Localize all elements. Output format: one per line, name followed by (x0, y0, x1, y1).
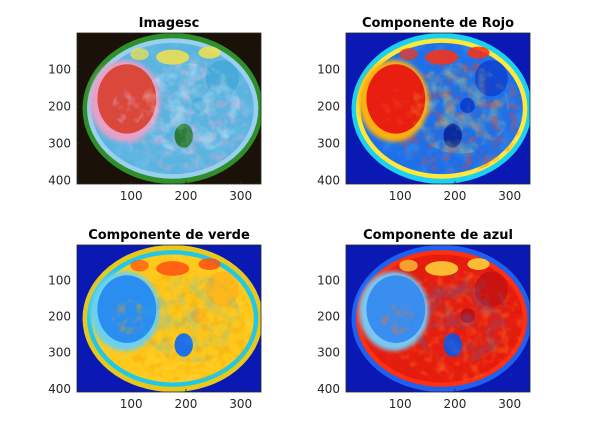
x-tick-label: 200 (444, 397, 467, 411)
image-2 (346, 33, 530, 184)
y-tick-label: 300 (48, 137, 71, 151)
y-tick-label: 400 (317, 174, 340, 188)
y-tick-label: 300 (317, 346, 340, 360)
y-tick-label: 200 (317, 100, 340, 114)
x-tick-label: 100 (389, 397, 412, 411)
image-3 (77, 245, 261, 392)
x-tick-label: 200 (175, 189, 198, 203)
axes-frame (345, 32, 531, 185)
y-tick-label: 100 (48, 63, 71, 77)
y-tick-label: 300 (48, 346, 71, 360)
image-1 (77, 33, 261, 184)
subplot-3: 100 200 300 100 200 300 400 Componente de verde (48, 228, 262, 411)
y-tick-label: 400 (317, 382, 340, 396)
axes-frame (76, 32, 262, 185)
x-tick-label: 200 (175, 397, 198, 411)
x-tick-label: 300 (229, 397, 252, 411)
subplot-1: 100 200 300 100 200 300 400 Imagesc (48, 16, 262, 203)
y-tick-label: 400 (48, 382, 71, 396)
y-tick-label: 100 (317, 63, 340, 77)
x-tick-label: 100 (120, 397, 143, 411)
y-tick-label: 200 (48, 310, 71, 324)
image-4 (346, 245, 530, 392)
x-tick-label: 300 (229, 189, 252, 203)
x-tick-label: 100 (120, 189, 143, 203)
x-tick-label: 300 (498, 189, 521, 203)
axes-frame (76, 244, 262, 393)
y-tick-label: 100 (317, 274, 340, 288)
subplot-title: Componente de Rojo (362, 16, 514, 31)
y-tick-label: 200 (317, 310, 340, 324)
subplot-2: 100 200 300 100 200 300 400 Componente de Rojo (317, 16, 531, 203)
x-tick-label: 100 (389, 189, 412, 203)
y-tick-label: 100 (48, 274, 71, 288)
y-tick-label: 300 (317, 137, 340, 151)
subplot-4: 100 200 300 100 200 300 400 Componente de azul (317, 228, 531, 411)
x-tick-label: 300 (498, 397, 521, 411)
subplot-title: Componente de verde (88, 228, 250, 243)
x-tick-label: 200 (444, 189, 467, 203)
subplot-title: Imagesc (139, 16, 200, 31)
y-tick-label: 400 (48, 174, 71, 188)
y-tick-label: 200 (48, 100, 71, 114)
subplot-title: Componente de azul (363, 228, 513, 243)
axes-frame (345, 244, 531, 393)
